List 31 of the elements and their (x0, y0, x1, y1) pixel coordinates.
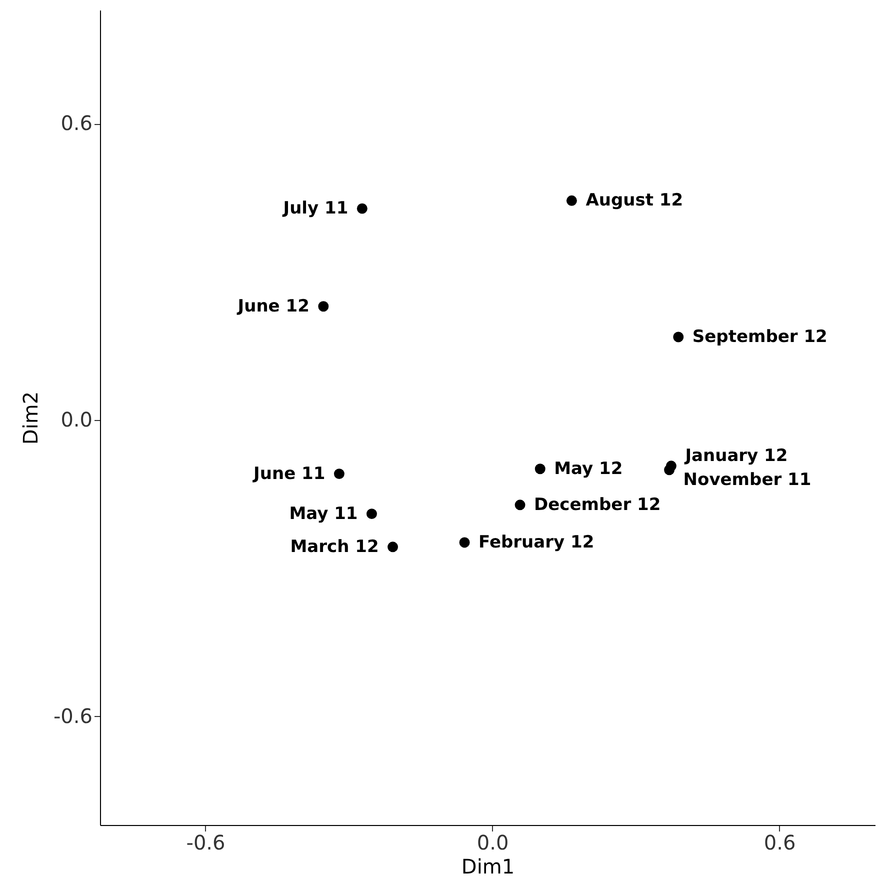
annotation: May 11 (289, 504, 358, 524)
x-tick-label: -0.6 (186, 830, 226, 854)
x-axis-title: Dim1 (461, 854, 515, 878)
point (318, 301, 329, 312)
point (356, 203, 368, 214)
annotation: March 12 (290, 536, 379, 557)
point (514, 500, 526, 510)
point (366, 508, 377, 520)
point (673, 332, 684, 342)
annotation: May 12 (554, 458, 623, 479)
annotation: June 11 (252, 464, 326, 484)
y-tick-label: -0.6 (53, 704, 92, 728)
annotation: June 12 (236, 296, 310, 316)
annotation: December 12 (534, 494, 661, 515)
point (534, 464, 546, 474)
y-tick-label: 0.6 (60, 111, 92, 136)
point (388, 542, 398, 552)
annotation: November 11 (683, 470, 812, 490)
annotation: February 12 (478, 532, 594, 552)
point (334, 468, 344, 480)
x-tick-label: 0.6 (764, 830, 796, 854)
point (566, 195, 577, 206)
annotation: July 11 (282, 198, 348, 219)
point (459, 537, 470, 548)
x-tick-label: 0.0 (476, 830, 509, 854)
y-tick-label: 0.0 (60, 407, 92, 432)
point (664, 464, 675, 476)
annotation: August 12 (586, 190, 684, 211)
y-axis-title: Dim2 (18, 391, 42, 445)
annotation: September 12 (692, 326, 828, 347)
annotation: January 12 (684, 446, 788, 466)
